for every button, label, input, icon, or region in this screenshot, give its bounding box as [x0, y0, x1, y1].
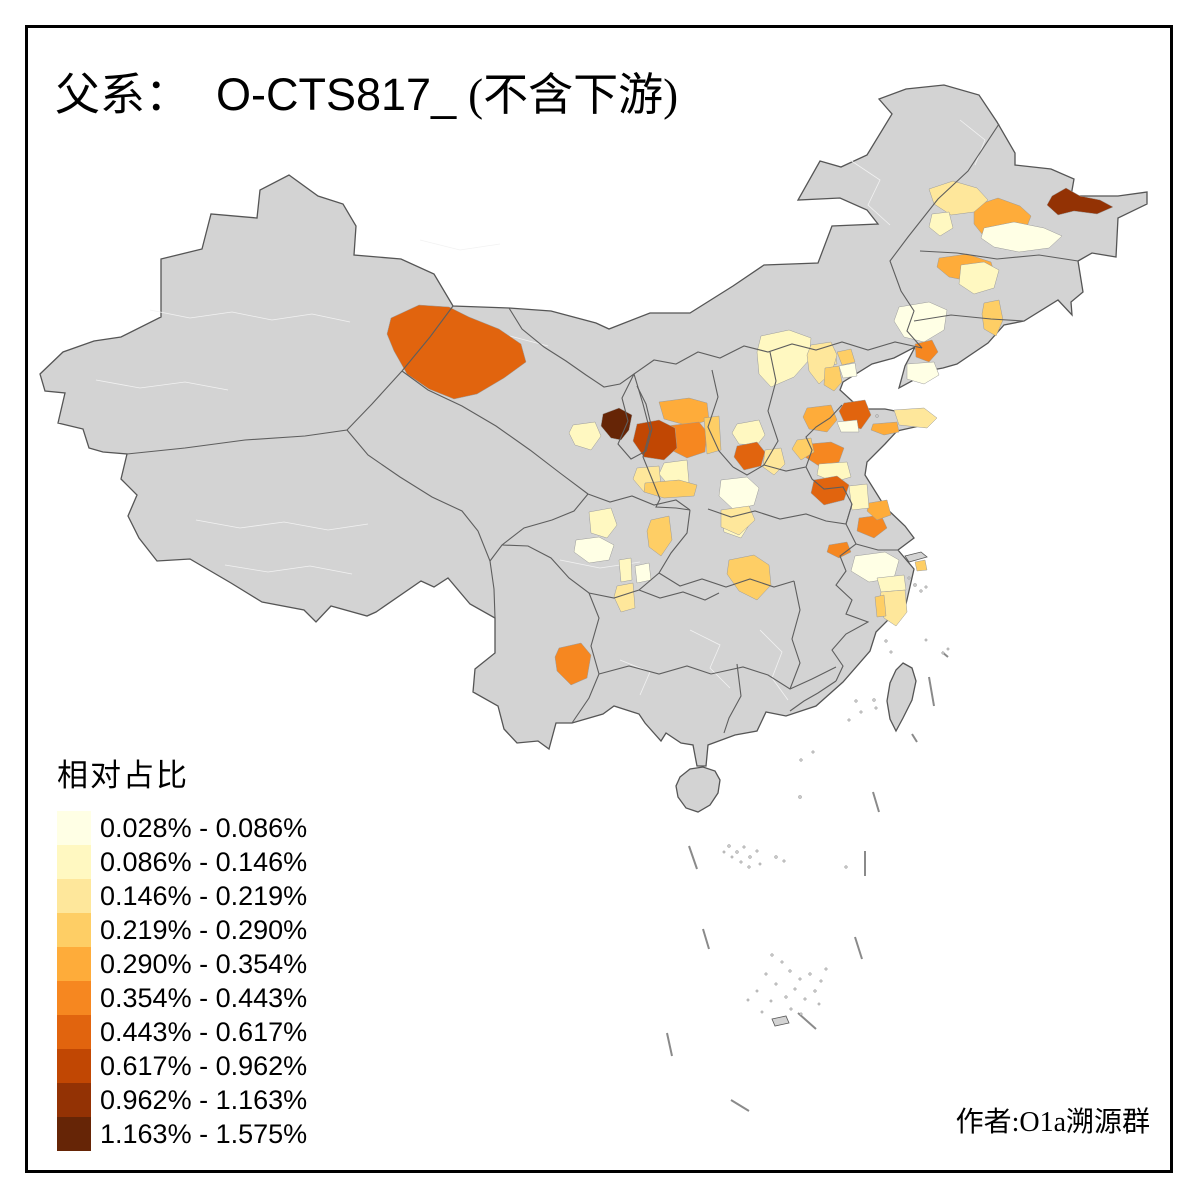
- legend-swatch: [57, 981, 91, 1015]
- legend-swatch: [57, 947, 91, 981]
- legend-row: 0.617% - 0.962%: [57, 1049, 307, 1083]
- legend-swatch: [57, 879, 91, 913]
- legend: 相对占比 0.028% - 0.086% 0.086% - 0.146% 0.1…: [57, 750, 307, 1151]
- legend-label: 0.962% - 1.163%: [100, 1084, 308, 1115]
- legend-row: 0.443% - 0.617%: [57, 1015, 307, 1049]
- legend-row: 0.219% - 0.290%: [57, 913, 307, 947]
- legend-label: 0.219% - 0.290%: [100, 914, 308, 945]
- map-title: 父系： O-CTS817_ (不含下游): [55, 58, 678, 123]
- legend-swatch: [57, 845, 91, 879]
- legend-swatch: [57, 913, 91, 947]
- legend-row: 0.146% - 0.219%: [57, 879, 307, 913]
- author-credit: 作者:O1a溯源群: [955, 1107, 1150, 1138]
- legend-row: 0.028% - 0.086%: [57, 811, 307, 845]
- legend-label: 0.028% - 0.086%: [100, 812, 308, 843]
- legend-row: 1.163% - 1.575%: [57, 1117, 307, 1151]
- legend-swatch: [57, 1015, 91, 1049]
- legend-swatch: [57, 1083, 91, 1117]
- legend-label: 0.617% - 0.962%: [100, 1050, 308, 1081]
- legend-label: 1.163% - 1.575%: [100, 1118, 308, 1149]
- legend-label: 0.354% - 0.443%: [100, 982, 308, 1013]
- title-suffix: (不含下游): [468, 70, 679, 120]
- legend-row: 0.354% - 0.443%: [57, 981, 307, 1015]
- legend-row: 0.086% - 0.146%: [57, 845, 307, 879]
- legend-swatch: [57, 1049, 91, 1083]
- title-prefix: 父系：: [55, 70, 191, 120]
- legend-label: 0.443% - 0.617%: [100, 1016, 308, 1047]
- legend-swatch: [57, 811, 91, 845]
- legend-swatch: [57, 1117, 91, 1151]
- title-haplogroup: O-CTS817_: [216, 69, 457, 120]
- legend-label: 0.086% - 0.146%: [100, 846, 308, 877]
- legend-label: 0.146% - 0.219%: [100, 880, 308, 911]
- legend-title: 相对占比: [57, 758, 189, 793]
- legend-row: 0.962% - 1.163%: [57, 1083, 307, 1117]
- legend-row: 0.290% - 0.354%: [57, 947, 307, 981]
- legend-label: 0.290% - 0.354%: [100, 948, 308, 979]
